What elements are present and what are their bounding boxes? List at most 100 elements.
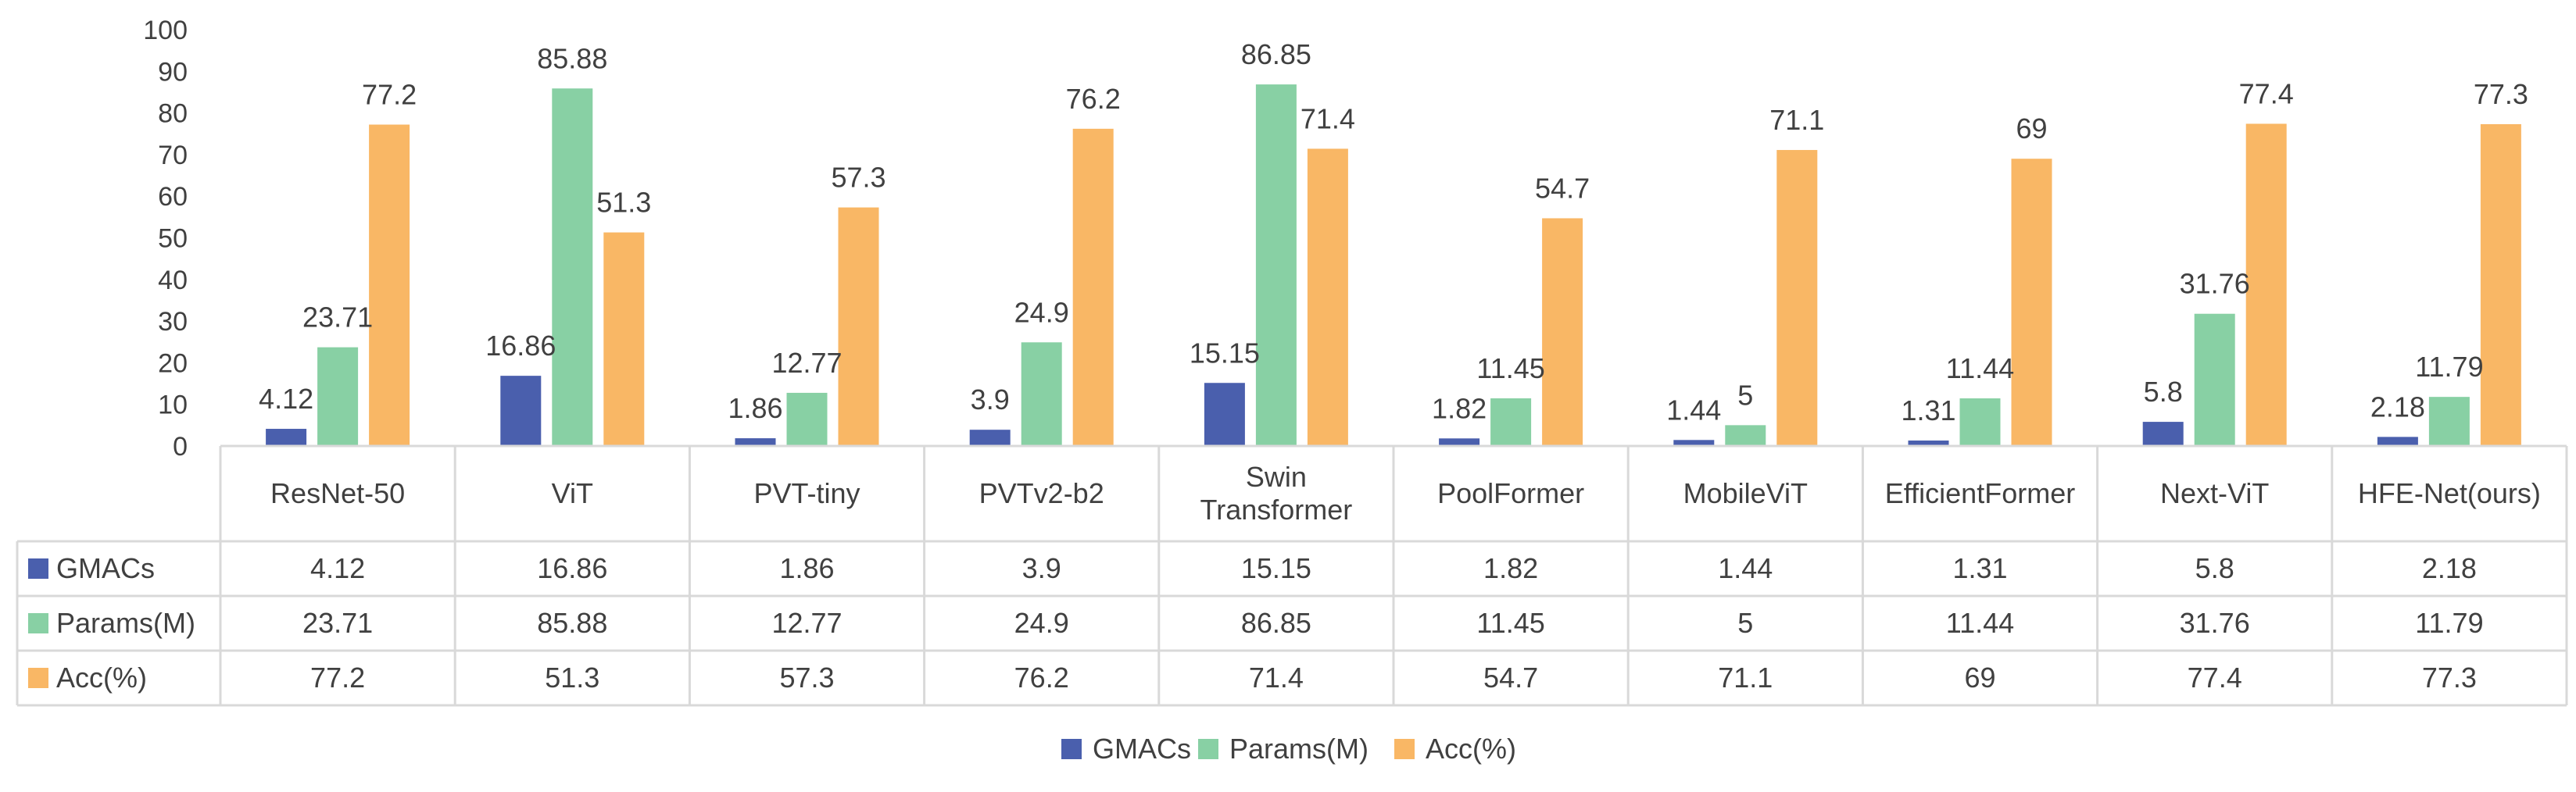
category-label: Next-ViT — [2160, 477, 2269, 509]
y-axis: 0 10 20 30 40 50 60 70 80 90 100 — [143, 16, 188, 462]
table-cell: 16.86 — [537, 552, 607, 584]
table-cell: 57.3 — [779, 662, 834, 694]
y-tick-label: 100 — [143, 16, 188, 45]
y-tick-label: 90 — [158, 57, 188, 87]
data-label: 85.88 — [537, 42, 607, 74]
legend-swatch — [1061, 739, 1082, 759]
data-label: 11.45 — [1476, 352, 1544, 384]
bar-acc — [1072, 128, 1114, 446]
legend-swatch — [1394, 739, 1415, 759]
data-label: 24.9 — [1014, 296, 1069, 328]
legend-label: Acc(%) — [1426, 733, 1516, 765]
data-label: 1.82 — [1432, 392, 1487, 424]
y-tick-label: 20 — [158, 348, 188, 378]
bar-acc — [2245, 123, 2287, 446]
bar-params-m — [1490, 398, 1532, 446]
legend-label: Params(M) — [1229, 733, 1368, 765]
category-label: PVTv2-b2 — [979, 477, 1104, 509]
category-label: PoolFormer — [1437, 477, 1584, 509]
category-label: Swin Transformer — [1200, 461, 1353, 526]
bar-params-m — [1021, 342, 1062, 446]
bars — [266, 84, 2521, 447]
data-label: 54.7 — [1535, 172, 1590, 204]
category-label: ResNet-50 — [270, 477, 405, 509]
bar-acc — [2011, 159, 2052, 447]
data-label: 77.4 — [2239, 77, 2294, 109]
bar-gmacs — [2142, 422, 2184, 446]
table-cell: 71.1 — [1718, 662, 1773, 694]
table-cell: 23.71 — [302, 607, 373, 639]
data-label: 1.86 — [728, 392, 782, 424]
table-cell: 51.3 — [545, 662, 599, 694]
category-label: MobileViT — [1683, 477, 1808, 509]
table-cell: 24.9 — [1014, 607, 1069, 639]
table-cell: 77.4 — [2188, 662, 2242, 694]
data-label: 16.86 — [485, 330, 556, 362]
data-label: 5.8 — [2144, 376, 2183, 408]
bar-gmacs — [1673, 440, 1715, 446]
data-labels: 4.12 23.71 77.2 16.86 85.88 51.3 1.86 12.77 57.3… — [259, 38, 2528, 426]
bar-params-m — [786, 392, 828, 446]
data-label: 69 — [2016, 112, 2047, 144]
table-legend-key — [28, 558, 48, 579]
data-label: 76.2 — [1066, 83, 1121, 115]
bar-acc — [369, 124, 410, 447]
table-cell: 86.85 — [1241, 607, 1311, 639]
bar-acc — [1776, 150, 1818, 447]
legend-label: GMACs — [1093, 733, 1191, 765]
table-series-name: Acc(%) — [56, 662, 147, 694]
table-cell: 11.44 — [1946, 607, 2014, 639]
table-cell: 1.82 — [1483, 552, 1538, 584]
bar-gmacs — [266, 429, 307, 446]
bar-acc — [2480, 123, 2521, 446]
table-cell: 11.45 — [1476, 607, 1544, 639]
y-tick-label: 50 — [158, 224, 188, 254]
table-cell: 31.76 — [2180, 607, 2250, 639]
category-label: ViT — [552, 477, 593, 509]
category-label: PVT-tiny — [753, 477, 860, 509]
bar-acc — [1307, 148, 1348, 447]
data-label: 1.31 — [1901, 394, 1955, 426]
table-cell: 3.9 — [1022, 552, 1061, 584]
table-cell: 1.44 — [1718, 552, 1773, 584]
table-cell: 77.2 — [310, 662, 365, 694]
data-label: 11.44 — [1946, 352, 2014, 384]
data-label: 51.3 — [596, 187, 651, 219]
data-label: 12.77 — [771, 347, 842, 379]
bar-gmacs — [2377, 437, 2418, 446]
table-cell: 5 — [1737, 607, 1753, 639]
bar-params-m — [2428, 397, 2470, 446]
data-label: 71.1 — [1769, 104, 1824, 136]
data-label: 4.12 — [259, 383, 313, 415]
bar-params-m — [2194, 313, 2235, 446]
bar-gmacs — [1908, 441, 1949, 446]
legend: GMACs Params(M) Acc(%) — [1061, 733, 1516, 765]
table-legend-key — [28, 613, 48, 633]
table-cell: 76.2 — [1014, 662, 1069, 694]
table-cell: 4.12 — [310, 552, 365, 584]
bar-acc — [838, 207, 879, 446]
data-label: 2.18 — [2370, 391, 2425, 423]
y-tick-label: 30 — [158, 307, 188, 337]
data-label: 86.85 — [1241, 38, 1311, 70]
bar-gmacs — [500, 376, 542, 446]
legend-swatch — [1198, 739, 1218, 759]
bar-params-m — [1725, 425, 1766, 446]
table-cell: 69 — [1964, 662, 1995, 694]
data-label: 1.44 — [1666, 394, 1721, 426]
data-table: ResNet-50 ViT PVT-tiny PVTv2-b2 Swin Transfor… — [16, 444, 2568, 707]
data-label: 71.4 — [1301, 102, 1355, 134]
data-label: 31.76 — [2180, 268, 2250, 300]
table-legend-key — [28, 668, 48, 688]
table-cell: 11.79 — [2415, 607, 2483, 639]
table-cell: 71.4 — [1249, 662, 1304, 694]
table-cell: 1.31 — [1952, 552, 2007, 584]
bar-gmacs — [735, 438, 776, 446]
table-cell: 15.15 — [1241, 552, 1311, 584]
y-tick-label: 40 — [158, 266, 188, 295]
bar-params-m — [552, 88, 593, 447]
table-series-name: Params(M) — [56, 607, 195, 639]
data-label: 15.15 — [1190, 337, 1260, 369]
y-tick-label: 80 — [158, 99, 188, 129]
table-cell: 77.3 — [2422, 662, 2477, 694]
